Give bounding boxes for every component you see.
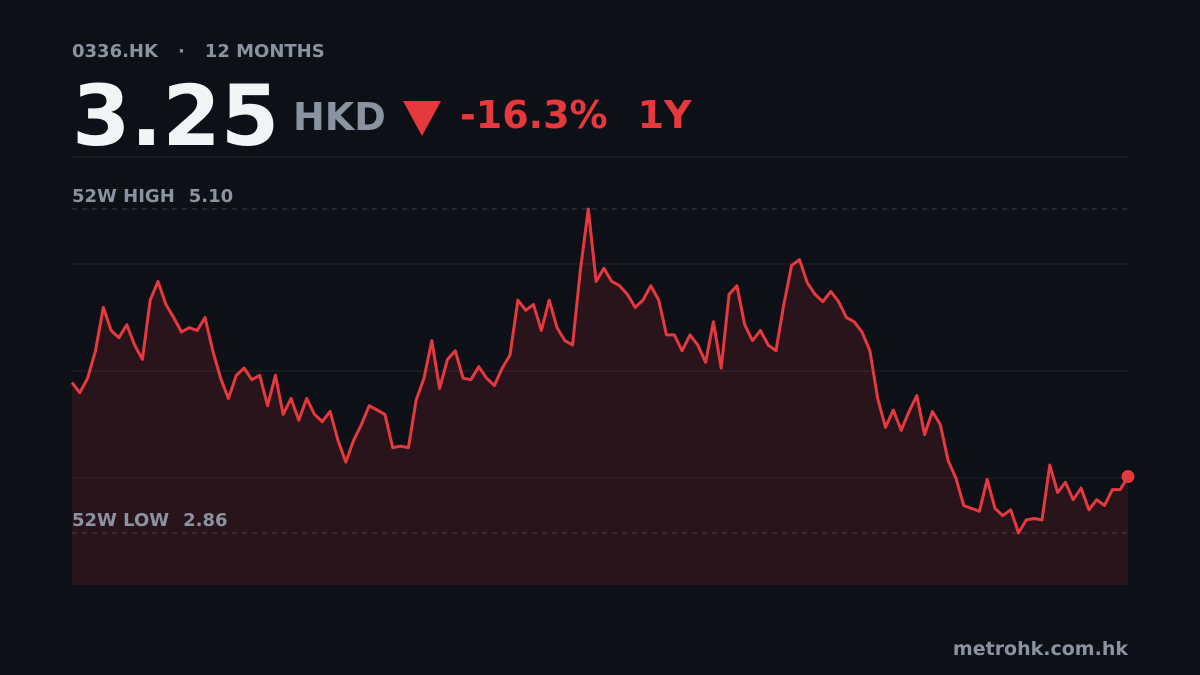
high-name: 52W HIGH — [72, 186, 175, 207]
ticker: 0336.HK — [72, 41, 159, 62]
period: 12 MONTHS — [205, 41, 325, 62]
low-value: 2.86 — [183, 510, 227, 531]
source: metrohk.com.hk — [953, 638, 1128, 660]
currency: HKD — [293, 95, 386, 139]
low-name: 52W LOW — [72, 510, 169, 531]
range: 1Y — [638, 93, 692, 137]
separator: · — [178, 41, 185, 62]
high-label: 52W HIGH 5.10 — [72, 186, 233, 207]
area — [72, 209, 1128, 585]
last-point — [1121, 470, 1135, 484]
price-line — [70, 207, 1130, 535]
high-value: 5.10 — [189, 186, 233, 207]
ticker-line: 0336.HK · 12 MONTHS — [72, 41, 325, 62]
price: 3.25 — [72, 67, 279, 165]
plot: 52W HIGH 5.10 52W LOW 2.86 — [70, 186, 1135, 585]
change-line: -16.3% 1Y — [460, 93, 692, 137]
down-arrow — [403, 101, 441, 136]
low-label: 52W LOW 2.86 — [72, 510, 228, 531]
change: -16.3% — [460, 93, 608, 137]
